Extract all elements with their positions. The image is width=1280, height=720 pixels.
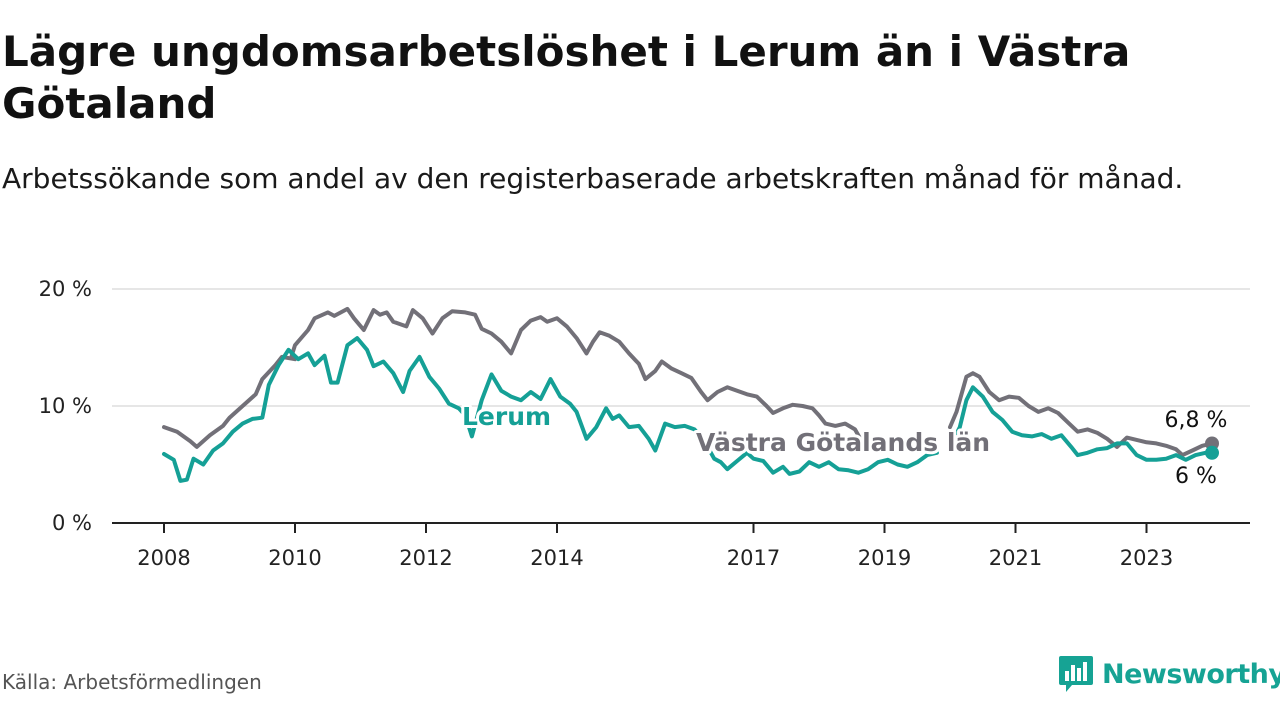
series-lines (162, 306, 1219, 483)
chart-subtitle: Arbetssökande som andel av den registerb… (2, 162, 1184, 195)
line-chart: 0 % 10 % 20 % 2008 2010 2012 2014 2017 2019 2021… (39, 277, 1250, 570)
end-label-lerum-halo: 6 % (1175, 464, 1217, 489)
brand-name: Newsworthy (1102, 658, 1280, 690)
x-tick-label: 2010 (268, 546, 321, 570)
end-label-lerum-text: 6 % (1175, 464, 1217, 489)
gridlines (112, 288, 1250, 524)
source-note: Källa: Arbetsförmedlingen (2, 670, 262, 694)
series-end-point-lerum (1205, 445, 1219, 460)
bar-chart-icon (1059, 656, 1093, 692)
series-label-region-halo: Västra Götalands län (696, 428, 990, 457)
series-line-lerum-recent (948, 385, 1214, 462)
x-tick-label: 2012 (399, 546, 452, 570)
x-tick-label: 2023 (1120, 546, 1173, 570)
series-label-region-text: Västra Götalands län (696, 428, 990, 457)
x-tick-label: 2019 (858, 546, 911, 570)
y-axis-ticks: 0 % 10 % 20 % (39, 277, 92, 535)
series-label-lerum-halo: Lerum (462, 402, 551, 431)
x-axis-ticks: 2008 2010 2012 2014 2017 2019 2021 2023 (137, 523, 1173, 570)
y-tick-label: 20 % (39, 277, 92, 301)
end-label-region-halo: 6,8 % (1165, 408, 1228, 433)
end-label-lerum: 6 %6 % (1173, 462, 1220, 492)
x-tick-label: 2017 (727, 546, 780, 570)
y-tick-label: 0 % (52, 511, 92, 535)
series-line-region-recent (948, 371, 1214, 458)
series-label-lerum-text: Lerum (462, 402, 551, 431)
x-tick-label: 2021 (989, 546, 1042, 570)
series-line-lerum (162, 336, 939, 483)
series-line-region (162, 306, 864, 449)
end-label-region-text: 6,8 % (1165, 408, 1228, 433)
x-tick-label: 2014 (530, 546, 583, 570)
newsworthy-logo: Newsworthy (1058, 654, 1280, 694)
x-tick-label: 2008 (137, 546, 190, 570)
chart-title: Lägre ungdomsarbetslöshet i Lerum än i V… (2, 27, 1131, 128)
end-label-region: 6,8 %6,8 % (1162, 406, 1230, 436)
y-tick-label: 10 % (39, 394, 92, 418)
